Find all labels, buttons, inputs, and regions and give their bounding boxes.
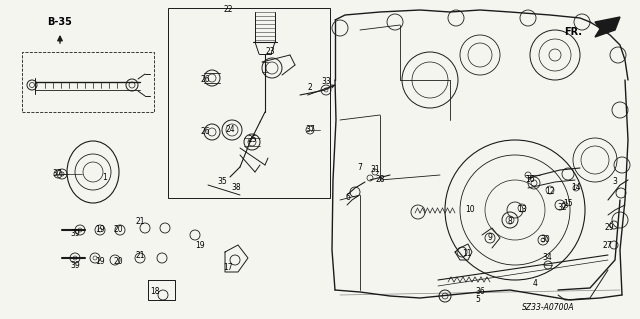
Text: 24: 24	[225, 125, 235, 135]
Text: 16: 16	[525, 175, 535, 184]
Text: 20: 20	[113, 257, 123, 266]
Text: 17: 17	[223, 263, 233, 272]
Text: 39: 39	[70, 229, 80, 239]
Text: 19: 19	[95, 257, 105, 266]
Text: 33: 33	[321, 78, 331, 86]
Text: 26: 26	[200, 128, 210, 137]
Text: 15: 15	[563, 199, 573, 209]
Text: 8: 8	[508, 218, 513, 226]
Text: 20: 20	[113, 226, 123, 234]
Text: 37: 37	[305, 125, 315, 135]
Text: B-35: B-35	[47, 17, 72, 27]
Text: 29: 29	[604, 222, 614, 232]
Text: 19: 19	[95, 226, 105, 234]
Text: 11: 11	[462, 249, 472, 257]
Polygon shape	[595, 17, 620, 37]
Text: 37: 37	[52, 169, 62, 179]
Text: 9: 9	[488, 234, 492, 242]
Text: 21: 21	[135, 218, 145, 226]
Text: SZ33-A0700A: SZ33-A0700A	[522, 303, 574, 313]
Text: 36: 36	[475, 287, 485, 296]
Text: 22: 22	[223, 5, 233, 14]
Text: 30: 30	[540, 235, 550, 244]
Text: 12: 12	[545, 187, 555, 196]
Text: 19: 19	[195, 241, 205, 249]
Text: 2: 2	[308, 84, 312, 93]
Text: 38: 38	[231, 183, 241, 192]
Text: 18: 18	[150, 286, 160, 295]
Text: 21: 21	[135, 250, 145, 259]
Bar	[168, 8, 330, 198]
Text: 10: 10	[465, 205, 475, 214]
Text: 14: 14	[571, 183, 581, 192]
Text: 1: 1	[102, 174, 108, 182]
Text: 13: 13	[517, 205, 527, 214]
Text: 31: 31	[370, 166, 380, 174]
Text: 27: 27	[602, 241, 612, 249]
Text: 26: 26	[200, 76, 210, 85]
Bar	[22, 52, 154, 112]
Text: 35: 35	[217, 177, 227, 187]
Text: 39: 39	[70, 262, 80, 271]
Text: 23: 23	[265, 48, 275, 56]
Text: 4: 4	[532, 278, 538, 287]
Text: 7: 7	[358, 164, 362, 173]
Text: FR.: FR.	[564, 27, 582, 37]
Text: 6: 6	[346, 194, 351, 203]
Text: 34: 34	[542, 254, 552, 263]
Text: 25: 25	[247, 136, 257, 145]
Text: 3: 3	[612, 177, 618, 187]
Text: 5: 5	[476, 295, 481, 305]
Text: 28: 28	[375, 175, 385, 184]
Text: 32: 32	[557, 203, 567, 211]
